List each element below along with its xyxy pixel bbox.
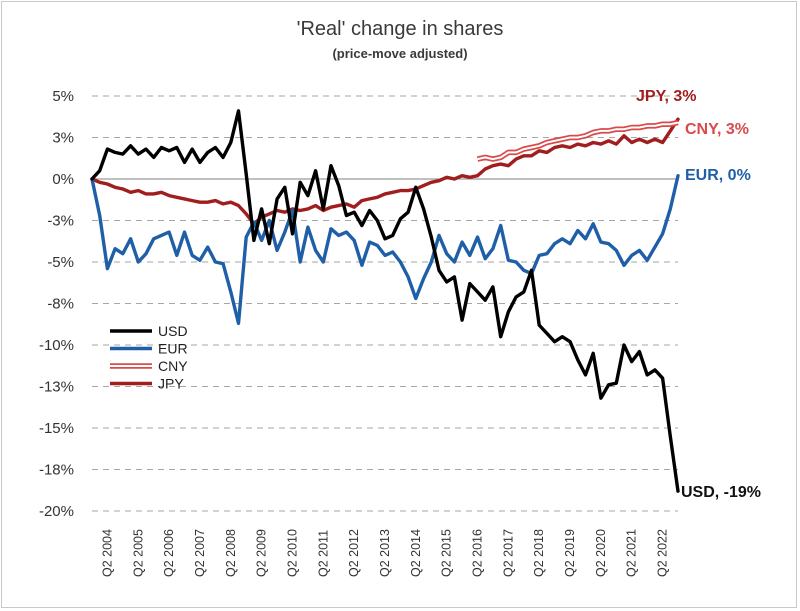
legend-label-jpy: JPY	[158, 376, 184, 392]
end-label-usd: USD, -19%	[681, 484, 761, 501]
x-tick-label: Q2 2021	[625, 529, 639, 577]
end-label-eur: EUR, 0%	[685, 167, 751, 184]
legend-label-cny: CNY	[158, 358, 188, 374]
x-tick-label: Q2 2007	[193, 529, 207, 577]
y-tick-label: -20%	[39, 503, 74, 520]
end-label-cny: CNY, 3%	[685, 121, 749, 138]
x-tick-label: Q2 2008	[224, 529, 238, 577]
x-tick-label: Q2 2019	[563, 529, 577, 577]
end-labels: USD, -19% EUR, 0% CNY, 3% JPY, 3%	[636, 88, 761, 501]
chart-title: 'Real' change in shares	[296, 18, 504, 40]
series-line-cny-inner	[477, 121, 679, 161]
y-tick-label: -18%	[39, 462, 74, 479]
series-line-eur	[90, 174, 680, 326]
x-tick-label: Q2 2012	[347, 529, 361, 577]
y-tick-label: 5%	[52, 88, 74, 105]
y-tick-label: -15%	[39, 420, 74, 437]
series-line-usd	[90, 109, 680, 493]
x-tick-label: Q2 2016	[471, 529, 485, 577]
x-tick-label: Q2 2014	[409, 529, 423, 577]
y-tick-label: -3%	[47, 213, 74, 230]
x-tick-label: Q2 2010	[285, 529, 299, 577]
x-tick-label: Q2 2018	[532, 529, 546, 577]
x-tick-label: Q2 2004	[100, 529, 114, 577]
x-tick-label: Q2 2015	[440, 529, 454, 577]
y-tick-label: -8%	[47, 296, 74, 313]
x-tick-label: Q2 2022	[656, 529, 670, 577]
y-axis-ticks: 5% 3% 0% -3% -5% -8% -10% -13% -15% -18% -20%	[39, 88, 74, 520]
x-tick-label: Q2 2005	[131, 529, 145, 577]
chart-subtitle: (price-move adjusted)	[332, 46, 468, 61]
y-tick-label: -10%	[39, 337, 74, 354]
legend-label-eur: EUR	[158, 341, 188, 357]
x-tick-label: Q2 2017	[501, 529, 515, 577]
x-tick-label: Q2 2013	[378, 529, 392, 577]
x-axis-ticks: Q2 2004 Q2 2005 Q2 2006 Q2 2007 Q2 2008 Q2 20…	[100, 529, 669, 577]
series-lines	[90, 109, 680, 493]
end-label-jpy: JPY, 3%	[636, 88, 696, 105]
y-tick-label: 0%	[52, 171, 74, 188]
x-tick-label: Q2 2020	[594, 529, 608, 577]
x-tick-label: Q2 2006	[162, 529, 176, 577]
series-line-jpy	[90, 117, 680, 226]
legend-label-usd: USD	[158, 323, 188, 339]
y-tick-label: -13%	[39, 379, 74, 396]
x-tick-label: Q2 2009	[255, 529, 269, 577]
y-tick-label: 3%	[52, 130, 74, 147]
x-tick-label: Q2 2011	[316, 530, 330, 577]
gridlines	[92, 95, 678, 512]
y-tick-label: -5%	[47, 254, 74, 271]
